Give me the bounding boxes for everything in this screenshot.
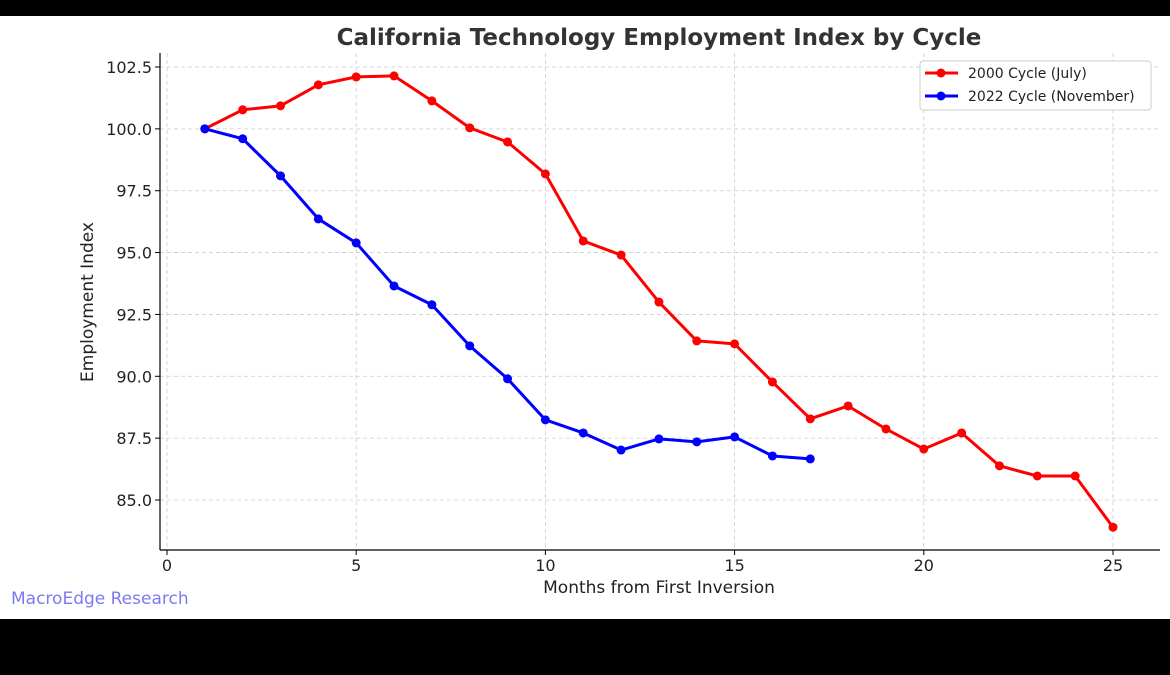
data-point — [692, 336, 702, 346]
data-point — [843, 401, 853, 411]
y-tick-label: 100.0 — [106, 120, 152, 139]
legend-box — [919, 60, 1152, 111]
data-point — [503, 374, 513, 384]
x-axis-label: Months from First Inversion — [543, 578, 775, 598]
data-point — [805, 414, 815, 424]
y-tick-label: 85.0 — [116, 491, 152, 510]
y-tick-label: 92.5 — [116, 305, 152, 324]
data-point — [351, 72, 361, 82]
data-point — [767, 377, 777, 387]
data-point — [465, 123, 475, 133]
data-point — [313, 80, 323, 90]
data-point — [957, 428, 967, 438]
chart-title: California Technology Employment Index b… — [337, 25, 982, 51]
x-tick-label: 10 — [535, 556, 555, 575]
data-point — [805, 454, 815, 464]
data-point — [654, 434, 664, 444]
data-point — [313, 214, 323, 224]
legend-marker — [936, 68, 946, 78]
x-tick-label: 0 — [162, 556, 172, 575]
legend-label: 2022 Cycle (November) — [968, 89, 1135, 105]
data-point — [616, 445, 626, 455]
data-point — [276, 171, 286, 181]
data-point — [919, 444, 929, 454]
y-axis-label: Employment Index — [78, 222, 98, 382]
y-tick-label: 95.0 — [116, 244, 152, 263]
watermark: MacroEdge Research — [11, 589, 189, 609]
data-point — [692, 437, 702, 447]
data-point — [730, 432, 740, 442]
x-tick-label: 15 — [724, 556, 744, 575]
data-point — [238, 105, 248, 115]
data-point — [465, 341, 475, 351]
y-tick-label: 90.0 — [116, 367, 152, 386]
data-point — [200, 124, 210, 134]
x-tick-label: 20 — [914, 556, 934, 575]
data-point — [578, 236, 588, 246]
data-point — [427, 300, 437, 310]
data-point — [1108, 522, 1118, 532]
data-point — [1070, 471, 1080, 481]
data-point — [767, 451, 777, 461]
data-point — [276, 101, 286, 111]
data-point — [503, 137, 513, 147]
data-point — [389, 281, 399, 291]
series-line-1 — [204, 127, 811, 461]
data-point — [1032, 471, 1042, 481]
legend: 2000 Cycle (July) 2022 Cycle (November) — [919, 60, 1152, 111]
legend-marker — [936, 91, 946, 101]
legend-label: 2000 Cycle (July) — [968, 66, 1087, 82]
data-point — [540, 169, 550, 179]
data-point — [654, 297, 664, 307]
data-point — [389, 71, 399, 81]
data-point — [994, 461, 1004, 471]
y-tick-label: 87.5 — [116, 429, 152, 448]
data-point — [238, 134, 248, 144]
data-point — [540, 415, 550, 425]
x-tick-label: 25 — [1103, 556, 1123, 575]
y-tick-label: 97.5 — [116, 182, 152, 201]
data-point — [578, 428, 588, 438]
x-tick-label: 5 — [351, 556, 361, 575]
data-point — [881, 424, 891, 434]
data-point — [730, 339, 740, 349]
y-tick-label: 102.5 — [106, 58, 152, 77]
data-point — [351, 238, 361, 248]
data-point — [616, 250, 626, 260]
chart-panel — [0, 16, 1170, 619]
data-point — [427, 96, 437, 106]
